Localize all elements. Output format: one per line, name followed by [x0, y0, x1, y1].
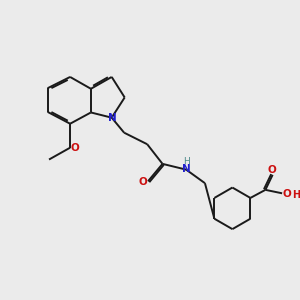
- Text: O: O: [71, 143, 80, 153]
- Text: N: N: [182, 164, 191, 174]
- Text: O: O: [268, 165, 276, 175]
- Text: O: O: [283, 189, 292, 199]
- Text: H: H: [183, 157, 190, 166]
- Text: N: N: [108, 113, 117, 123]
- Text: H: H: [292, 190, 300, 200]
- Text: O: O: [139, 177, 147, 187]
